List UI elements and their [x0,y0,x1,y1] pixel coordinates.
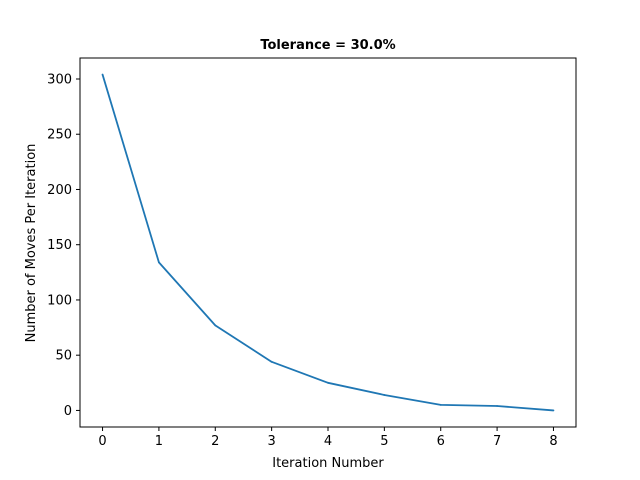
series-line-0 [101,74,554,412]
x-tick-label: 6 [437,434,445,449]
x-axis: 0 1 2 3 4 5 6 7 8 [98,427,558,449]
y-axis-label: Number of Moves Per Iteration [24,144,39,343]
plot-frame [79,57,577,428]
x-tick-label: 7 [493,434,501,449]
data-point [327,381,329,384]
x-tick-label: 3 [267,434,275,449]
data-point [496,405,498,407]
y-tick-label: 100 [47,293,72,308]
data-point [552,409,555,412]
y-tick-label: 0 [64,404,72,419]
data-point [270,360,273,363]
x-tick-label: 0 [98,434,106,449]
data-point [158,261,160,264]
x-tick-label: 1 [155,434,163,449]
y-tick-label: 200 [47,183,72,198]
y-axis: 0 50 100 150 200 250 300 [47,72,80,419]
plot-area [79,57,577,428]
x-axis-label: Iteration Number [272,456,384,471]
data-point [383,394,386,396]
x-tick-label: 4 [324,434,332,449]
y-tick-label: 150 [47,238,72,253]
y-tick-label: 300 [47,72,72,87]
data-point [439,404,442,406]
chart-title: Tolerance = 30.0% [260,38,395,53]
data-point [214,324,217,327]
data-point [101,73,104,76]
x-tick-label: 5 [380,434,388,449]
y-tick-label: 250 [47,128,72,143]
x-tick-label: 2 [211,434,219,449]
x-tick-label: 8 [549,434,557,449]
y-tick-label: 50 [55,349,72,364]
